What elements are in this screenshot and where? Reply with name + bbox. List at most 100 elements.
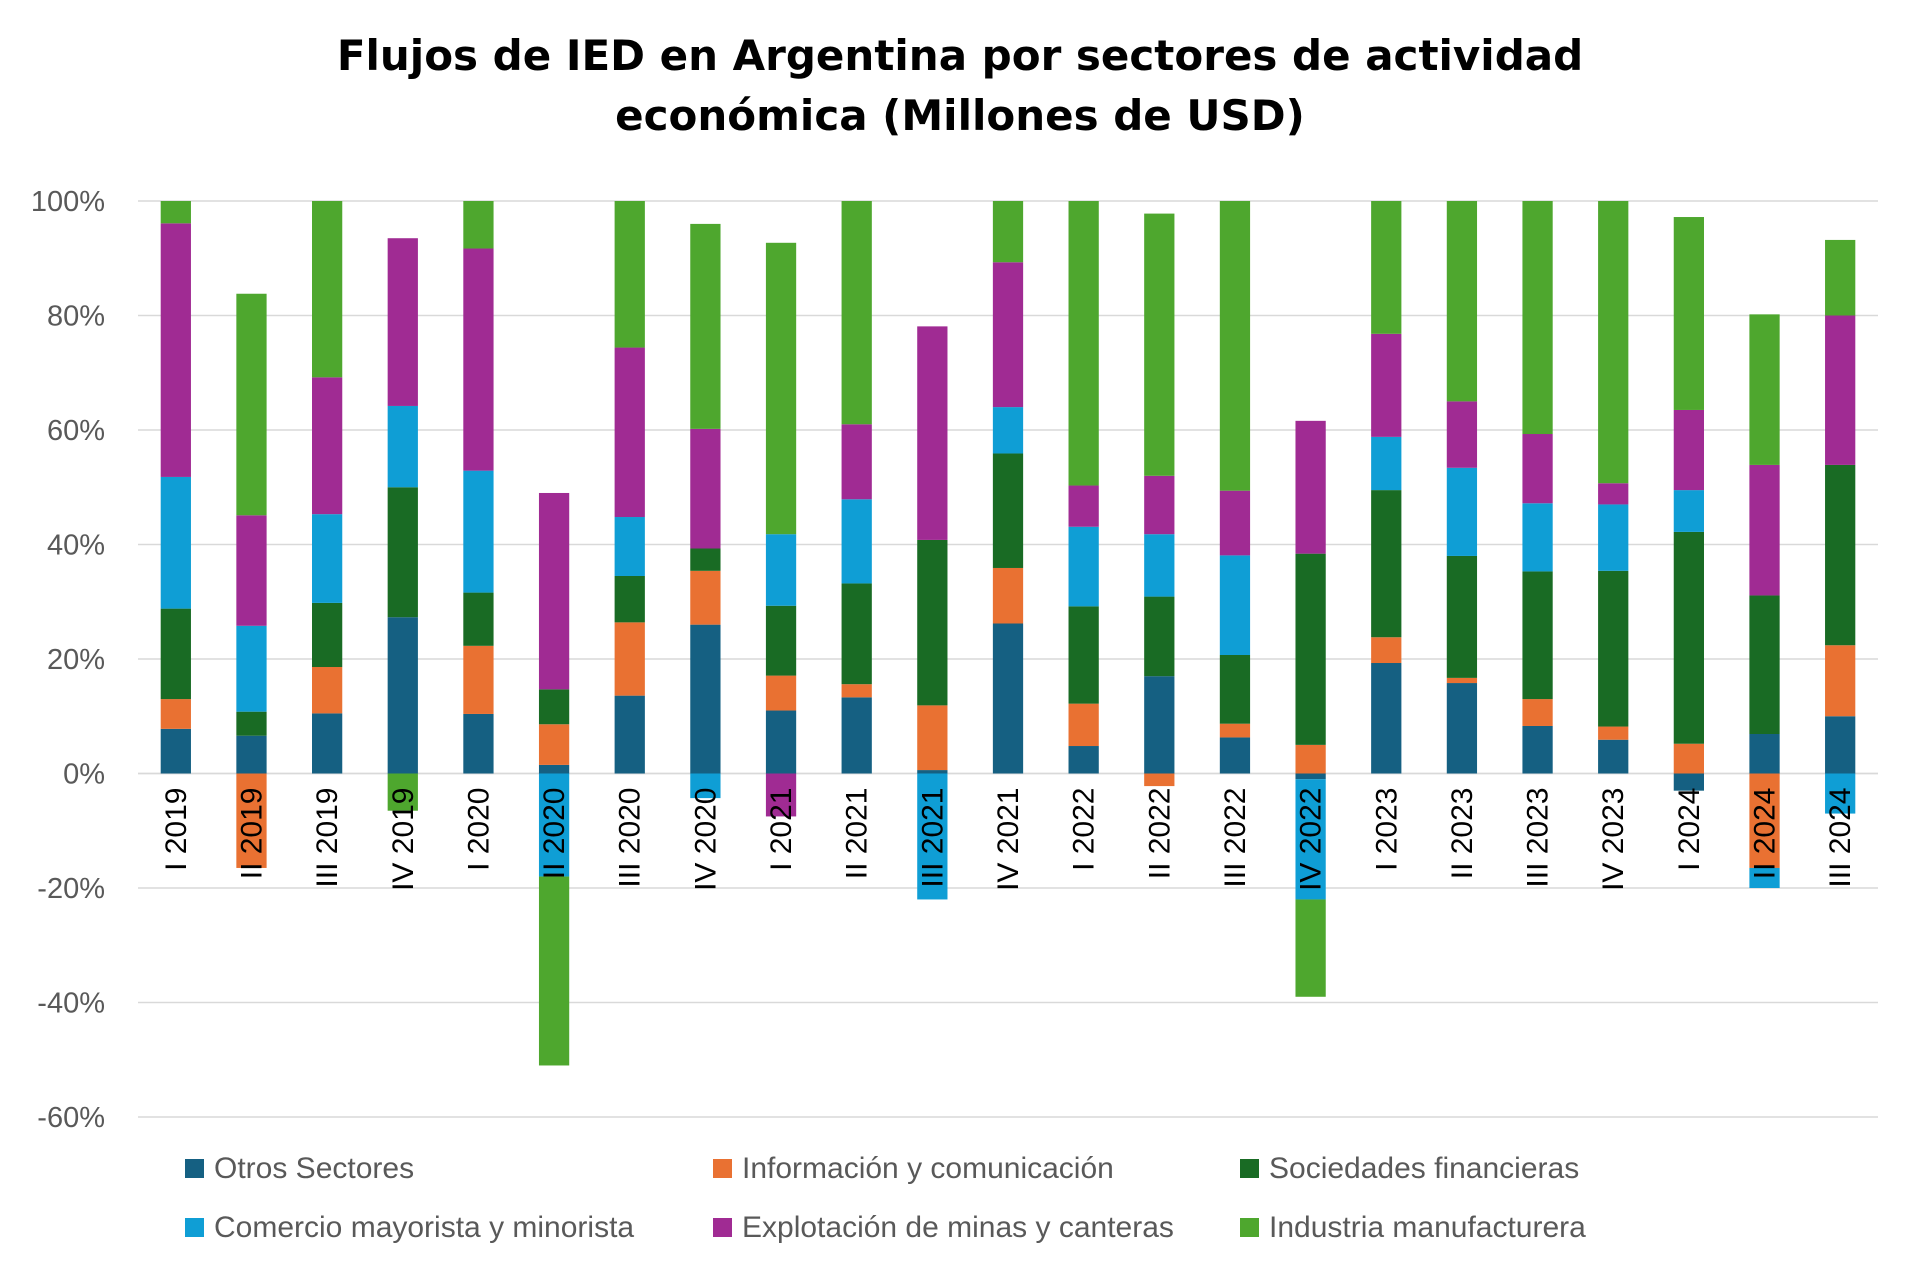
- bar-segment: [1673, 217, 1704, 410]
- bar-segment: [917, 539, 948, 706]
- bar-segment: [1371, 333, 1402, 437]
- x-tick-label: III 2020: [614, 788, 647, 888]
- bar-segment: [1068, 201, 1099, 486]
- bar-segment: [690, 428, 721, 549]
- y-tick-label: 20%: [47, 644, 105, 676]
- bar-segment: [841, 697, 872, 774]
- bar-segment: [1598, 726, 1629, 740]
- bar-segment: [1825, 464, 1856, 646]
- y-tick-label: 0%: [63, 759, 105, 791]
- legend-swatch: [1240, 1159, 1259, 1178]
- bar-segment: [917, 705, 948, 771]
- y-tick-label: -40%: [37, 988, 105, 1020]
- bar-segment: [765, 710, 797, 774]
- y-tick-label: 60%: [47, 415, 105, 447]
- legend-label: Sociedades financieras: [1269, 1152, 1579, 1185]
- bar-segment: [463, 645, 494, 714]
- bar-segment: [1673, 531, 1704, 744]
- legend-label: Explotación de minas y canteras: [742, 1211, 1174, 1244]
- bar-segment: [1522, 201, 1553, 435]
- bar-segment: [765, 534, 797, 606]
- bar-segment: [1295, 779, 1326, 900]
- x-tick-label: II 2022: [1143, 788, 1176, 880]
- bar-segment: [312, 201, 343, 378]
- x-tick-label: I 2020: [462, 788, 495, 871]
- bar-segment: [1825, 716, 1856, 774]
- bar-segment: [1371, 637, 1402, 664]
- bar-segment: [1749, 314, 1780, 465]
- bar-segment: [463, 470, 494, 593]
- bar-segment: [1673, 773, 1704, 791]
- chart-title: Flujos de IED en Argentina por sectores …: [0, 26, 1920, 146]
- y-tick-label: 80%: [47, 301, 105, 333]
- bar-segment: [765, 773, 797, 817]
- bar-segment: [690, 223, 721, 429]
- bar-segment: [236, 515, 267, 626]
- bar-segment: [1749, 733, 1780, 774]
- bar-segment: [614, 517, 645, 576]
- bar-segment: [538, 689, 570, 725]
- bar-segment: [1446, 467, 1478, 556]
- bar-segment: [463, 713, 494, 774]
- bar-segment: [992, 623, 1024, 774]
- bar-segment: [1219, 490, 1251, 556]
- bar-segment: [1144, 676, 1175, 774]
- bar-segment: [690, 548, 721, 571]
- bar-segment: [160, 201, 191, 224]
- bar-segment: [1825, 773, 1856, 814]
- bar-segment: [690, 624, 721, 774]
- bar-segment: [312, 514, 343, 603]
- bar-segment: [1598, 483, 1629, 505]
- bar-segment: [1295, 420, 1326, 554]
- legend: Otros Sectores Información y comunicación…: [185, 1152, 1586, 1244]
- bar-segment: [1446, 677, 1478, 684]
- bar-segment: [463, 592, 494, 646]
- bar-segment: [312, 377, 343, 515]
- bar-segment: [1219, 723, 1251, 738]
- bar-segment: [992, 262, 1024, 408]
- bar-segment: [538, 876, 570, 1066]
- x-tick-label: IV 2020: [689, 788, 722, 891]
- bar-segment: [312, 667, 343, 714]
- bar-segment: [463, 201, 494, 249]
- bar-segment: [1295, 773, 1326, 780]
- bar-segment: [1598, 504, 1629, 571]
- x-tick-label: I 2021: [765, 788, 798, 871]
- chart-title-line-2: económica (Millones de USD): [615, 91, 1305, 140]
- bar-segment: [1219, 654, 1251, 724]
- bar-segment: [387, 238, 418, 406]
- bar-segment: [614, 201, 645, 348]
- x-tick-label: I 2023: [1370, 788, 1403, 871]
- bar-segment: [1446, 401, 1478, 468]
- bar-segment: [236, 711, 267, 736]
- bar-segment: [160, 223, 191, 477]
- bar-segment: [160, 699, 191, 729]
- bar-segment: [1749, 867, 1780, 888]
- bar-segment: [841, 583, 872, 685]
- x-tick-label: I 2019: [160, 788, 193, 871]
- x-tick-label: IV 2021: [992, 788, 1025, 891]
- bar-segment: [841, 499, 872, 584]
- bar-segment: [1825, 645, 1856, 717]
- bar-segment: [312, 713, 343, 774]
- bar-segment: [841, 424, 872, 500]
- bar-segment: [387, 773, 418, 811]
- bar-segment: [160, 728, 191, 774]
- legend-swatch: [713, 1159, 732, 1178]
- bar-segment: [1295, 744, 1326, 774]
- bar-segment: [312, 602, 343, 668]
- chart-title-line-1: Flujos de IED en Argentina por sectores …: [336, 31, 1584, 80]
- legend-swatch: [185, 1159, 204, 1178]
- bar-segment: [387, 617, 418, 774]
- bar-segment: [992, 453, 1024, 568]
- bar-segment: [1446, 683, 1478, 774]
- x-tick-label: I 2022: [1068, 788, 1101, 871]
- bar-segment: [1219, 201, 1251, 491]
- bar-segment: [917, 326, 948, 540]
- bar-segment: [1673, 743, 1704, 774]
- bar-segment: [1673, 490, 1704, 532]
- bar-segment: [236, 773, 267, 868]
- bar-segment: [690, 570, 721, 625]
- bar-segment: [765, 675, 797, 711]
